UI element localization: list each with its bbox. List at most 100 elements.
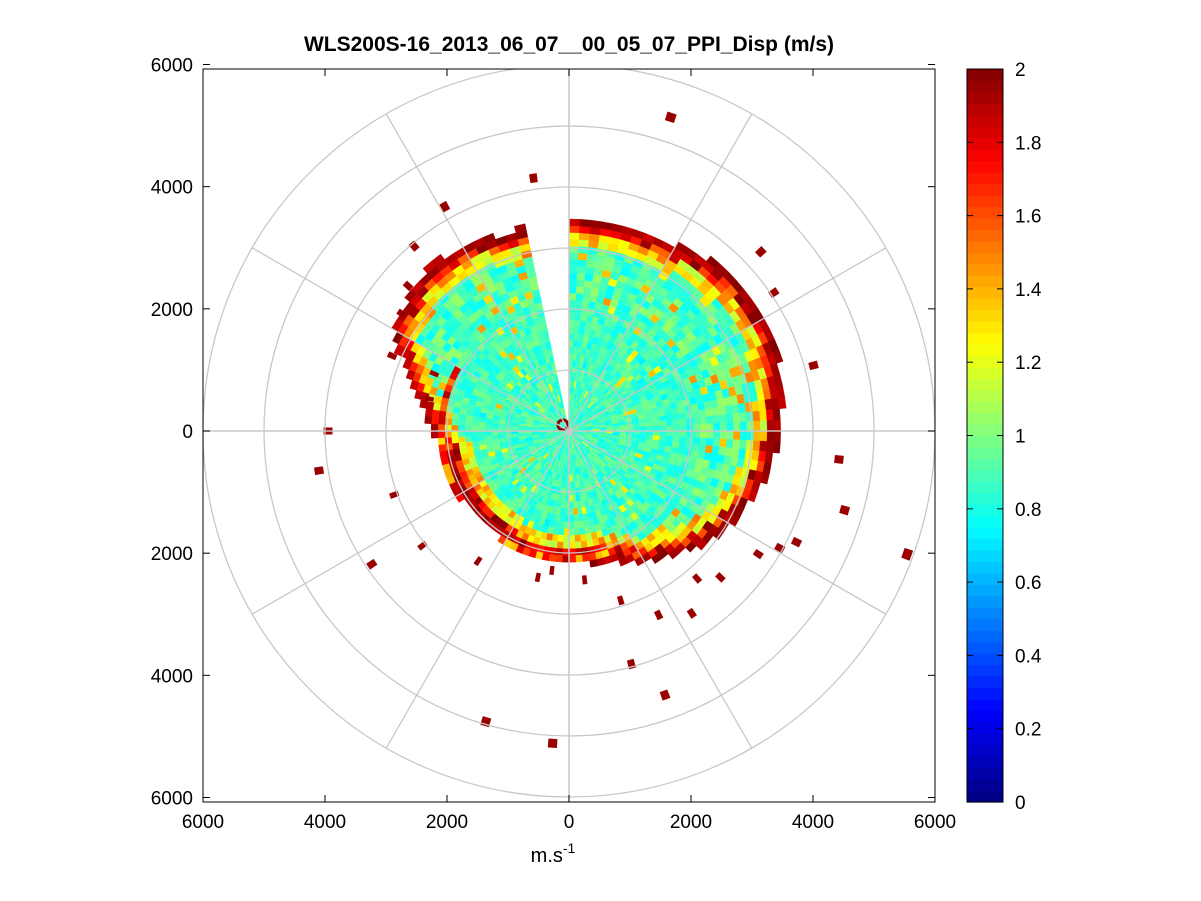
colorbar-swatch <box>967 595 1003 608</box>
scan-cell <box>584 273 594 282</box>
colorbar-swatch <box>967 343 1003 356</box>
scan-cell <box>691 410 700 419</box>
scan-cell <box>402 280 414 292</box>
colorbar-swatch <box>967 607 1003 620</box>
scan-cell <box>772 349 784 364</box>
scan-cell <box>766 420 775 432</box>
scan-cell <box>574 319 581 328</box>
scan-cell <box>686 430 694 438</box>
scan-cell <box>452 448 461 456</box>
scan-cell <box>439 200 451 213</box>
scan-cell <box>437 430 445 439</box>
scan-cell <box>834 454 844 464</box>
scan-cell <box>739 430 748 441</box>
polar-grid-spoke <box>385 430 570 749</box>
scan-cell <box>664 111 677 124</box>
scan-cell <box>692 437 701 445</box>
scan-cell <box>725 413 734 423</box>
scan-cell <box>429 369 440 378</box>
colorbar-tick-label: 0.4 <box>1015 646 1042 667</box>
scan-cell <box>484 426 492 432</box>
scan-cell <box>713 422 721 432</box>
scan-cell <box>672 419 681 426</box>
scan-cell <box>699 430 708 439</box>
scan-cell <box>529 173 538 184</box>
scan-cell <box>471 425 479 432</box>
colorbar-swatch <box>967 69 1003 82</box>
scan-cell <box>692 417 701 425</box>
scan-cell <box>713 430 721 440</box>
scan-cell <box>685 436 694 445</box>
scan-cell <box>685 417 694 426</box>
scan-cell <box>568 346 574 354</box>
scan-cell <box>712 414 721 424</box>
scan-cell <box>760 430 768 442</box>
colorbar-tick-label: 0.6 <box>1015 573 1041 594</box>
colorbar-swatch <box>967 229 1003 242</box>
y-tick-label: 2000 <box>151 544 193 565</box>
colorbar-swatch <box>967 504 1003 517</box>
colorbar-swatch <box>967 240 1003 253</box>
scan-cell <box>577 252 588 261</box>
scan-cell <box>733 430 741 441</box>
scan-cell <box>665 419 674 427</box>
scan-cell <box>568 306 576 314</box>
scan-cell <box>691 443 700 452</box>
colorbar-tick-label: 1.8 <box>1015 133 1041 154</box>
scan-cell <box>773 419 781 432</box>
scan-cell <box>568 299 577 307</box>
scan-cell <box>753 420 761 432</box>
scan-cell <box>732 439 741 450</box>
scan-cell <box>581 553 590 562</box>
scan-cell <box>568 528 575 536</box>
scan-cell <box>563 514 570 523</box>
scan-cell <box>712 438 721 448</box>
scan-cell <box>666 425 674 432</box>
scan-cell <box>686 424 694 432</box>
scan-cell <box>574 541 582 549</box>
scan-cell <box>711 407 720 417</box>
scan-cell <box>568 292 577 301</box>
colorbar-swatch <box>967 630 1003 643</box>
colorbar-swatch <box>967 355 1003 368</box>
scan-cell <box>573 521 580 529</box>
scan-cell <box>563 521 570 529</box>
scan-cell <box>706 423 714 432</box>
scan-cell <box>699 423 708 432</box>
colorbar-swatch <box>967 641 1003 654</box>
scan-cell <box>568 319 576 327</box>
colorbar-swatch <box>967 114 1003 127</box>
colorbar-swatch <box>967 252 1003 265</box>
colorbar-tick-label: 0 <box>1015 793 1026 814</box>
scan-cell <box>568 333 575 341</box>
scan-cell <box>573 527 581 536</box>
colorbar-swatch <box>967 446 1003 460</box>
scan-cell <box>568 232 580 240</box>
colorbar-swatch <box>967 664 1003 677</box>
scan-cell <box>759 409 768 422</box>
scan-cell <box>444 436 453 445</box>
scan-cell <box>651 553 663 564</box>
x-tick-label: 2000 <box>426 812 468 833</box>
y-tick-label: 6000 <box>151 56 193 77</box>
colorbar-swatch <box>967 286 1003 299</box>
scan-cell <box>477 435 486 441</box>
scan-cell <box>616 595 625 606</box>
colorbar-swatch <box>967 309 1003 322</box>
scan-cell <box>705 437 714 447</box>
colorbar-swatch <box>967 698 1003 711</box>
scan-cell <box>471 440 480 447</box>
scan-cell <box>719 430 728 440</box>
scan-cell <box>580 540 588 549</box>
scan-cell <box>555 554 563 563</box>
scan-cell <box>464 425 472 432</box>
scan-cell <box>444 424 452 432</box>
scan-cell <box>568 285 577 294</box>
scan-cell <box>665 414 673 422</box>
scan-cell <box>563 528 570 536</box>
colorbar-swatch <box>967 320 1003 334</box>
colorbar-tick-label: 1.6 <box>1015 207 1041 228</box>
scan-cell <box>747 490 758 503</box>
scan-cell <box>704 408 714 417</box>
colorbar-swatch <box>967 744 1003 757</box>
